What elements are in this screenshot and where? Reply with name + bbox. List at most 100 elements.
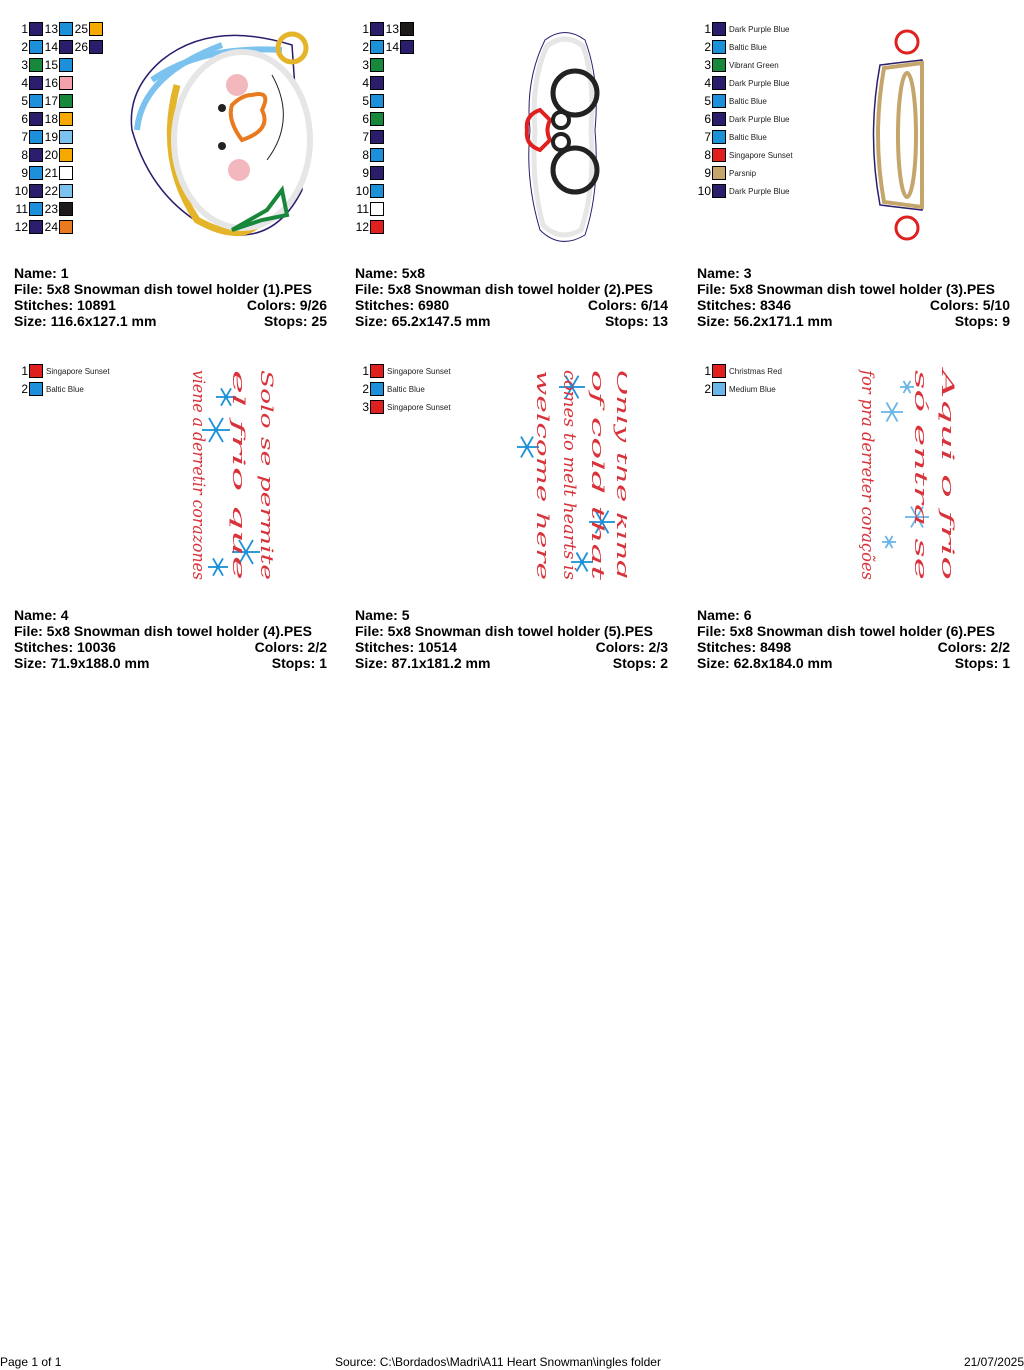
- color-swatch-row: 7 Baltic Blue: [697, 128, 767, 146]
- color-number: 26: [74, 40, 88, 54]
- stitches-label: Stitches:: [355, 639, 415, 655]
- color-number: 6: [704, 112, 711, 126]
- color-chip: [370, 166, 384, 180]
- snowflake-icon: [202, 417, 230, 443]
- color-number: 4: [362, 76, 369, 90]
- design-info: Name: 4 File: 5x8 Snowman dish towel hold…: [14, 607, 327, 671]
- color-swatch-row: 5: [355, 92, 384, 110]
- color-chip: [712, 148, 726, 162]
- size-label: Size:: [697, 655, 730, 671]
- color-number: 24: [44, 220, 58, 234]
- color-number: 2: [704, 40, 711, 54]
- color-swatch-row: 20: [44, 146, 73, 164]
- file-label: File:: [14, 281, 43, 297]
- color-number: 1: [21, 22, 28, 36]
- color-number: 13: [44, 22, 58, 36]
- color-chip: [712, 184, 726, 198]
- size-value: 62.8x184.0 mm: [733, 655, 833, 671]
- color-number: 7: [704, 130, 711, 144]
- color-number: 15: [44, 58, 58, 72]
- color-chip: [59, 58, 73, 72]
- colors-label: Colors:: [937, 639, 987, 655]
- name-value: 6: [743, 607, 752, 623]
- color-swatch-row: 19: [44, 128, 73, 146]
- colors-field: Colors: 2/2: [938, 639, 1010, 655]
- color-name: Singapore Sunset: [387, 402, 451, 412]
- design-preview: [505, 20, 625, 255]
- color-chip: [712, 112, 726, 126]
- color-swatch-row: 1 Singapore Sunset: [355, 362, 451, 380]
- color-chip: [59, 148, 73, 162]
- color-chip: [370, 76, 384, 90]
- color-swatch-row: 10 Dark Purple Blue: [697, 182, 789, 200]
- color-chip: [370, 202, 384, 216]
- stitches-value: 10514: [418, 639, 457, 655]
- color-number: 2: [21, 40, 28, 54]
- color-chip: [59, 202, 73, 216]
- design-info: Name: 3 File: 5x8 Snowman dish towel hold…: [697, 265, 1010, 329]
- name-value: 1: [60, 265, 69, 281]
- color-number: 6: [21, 112, 28, 126]
- color-number: 4: [21, 76, 28, 90]
- color-number: 9: [704, 166, 711, 180]
- color-number: 7: [362, 130, 369, 144]
- design-card: 1 Singapore Sunset 2 Baltic Blue 3 Singapore …: [355, 362, 669, 692]
- name-field: Name: 4: [14, 607, 68, 623]
- design-preview-towel-handle: [872, 29, 924, 241]
- color-number: 7: [21, 130, 28, 144]
- color-swatch-row: 11: [14, 200, 43, 218]
- color-swatch-row: 1 Dark Purple Blue: [697, 20, 789, 38]
- design-info: Name: 1 File: 5x8 Snowman dish towel hold…: [14, 265, 327, 329]
- size-value: 71.9x188.0 mm: [50, 655, 150, 671]
- color-swatch-row: 7: [14, 128, 43, 146]
- color-name: Singapore Sunset: [387, 366, 451, 376]
- snowflake-icon: [882, 535, 896, 549]
- file-field: File: 5x8 Snowman dish towel holder (1).…: [14, 281, 312, 297]
- color-number: 19: [44, 130, 58, 144]
- name-label: Name:: [355, 265, 398, 281]
- color-chip: [59, 112, 73, 126]
- color-swatch-row: 8 Singapore Sunset: [697, 146, 793, 164]
- color-swatch-row: 22: [44, 182, 73, 200]
- design-preview: Solo se permite el frio que viene a derret…: [176, 362, 286, 597]
- color-number: 1: [362, 22, 369, 36]
- stitches-label: Stitches:: [14, 639, 74, 655]
- file-value: 5x8 Snowman dish towel holder (5).PES: [387, 623, 653, 639]
- file-label: File:: [697, 281, 726, 297]
- design-text-line: viene a derretir corazones: [188, 370, 208, 580]
- color-number: 20: [44, 148, 58, 162]
- stops-field: Stops: 1: [955, 655, 1010, 671]
- color-swatch-row: 18: [44, 110, 73, 128]
- name-field: Name: 3: [697, 265, 751, 281]
- colors-field: Colors: 2/2: [255, 639, 327, 655]
- design-text-line: el frio que: [228, 370, 248, 580]
- snowflake-icon: [559, 375, 585, 399]
- color-chip: [370, 148, 384, 162]
- design-text-line: for pra derreter corações: [857, 368, 877, 580]
- color-swatch-row: 2 Medium Blue: [697, 380, 776, 398]
- color-number: 9: [21, 166, 28, 180]
- color-name: Vibrant Green: [729, 60, 779, 70]
- color-chip: [370, 220, 384, 234]
- print-date: 21/07/2025: [963, 1355, 1024, 1369]
- color-chip: [59, 130, 73, 144]
- stitches-value: 8498: [760, 639, 792, 655]
- color-name: Baltic Blue: [46, 384, 84, 394]
- size-label: Size:: [355, 313, 388, 329]
- file-value: 5x8 Snowman dish towel holder (6).PES: [729, 623, 995, 639]
- color-chip: [712, 382, 726, 396]
- name-field: Name: 5: [355, 607, 409, 623]
- design-preview-text: Aqui o frio só entra se for pra derreter c…: [857, 365, 957, 580]
- color-name: Baltic Blue: [729, 42, 767, 52]
- colors-label: Colors:: [246, 297, 296, 313]
- source-path: Source: C:\Bordados\Madri\A11 Heart Snow…: [335, 1355, 661, 1369]
- file-field: File: 5x8 Snowman dish towel holder (2).…: [355, 281, 653, 297]
- color-swatch-row: 12: [355, 218, 384, 236]
- colors-field: Colors: 9/26: [247, 297, 327, 313]
- stops-label: Stops:: [604, 313, 649, 329]
- page-number: Page 1 of 1: [0, 1355, 62, 1369]
- color-number: 3: [704, 58, 711, 72]
- design-preview: [122, 20, 322, 255]
- snowflake-icon: [208, 557, 228, 577]
- stitches-label: Stitches:: [697, 639, 757, 655]
